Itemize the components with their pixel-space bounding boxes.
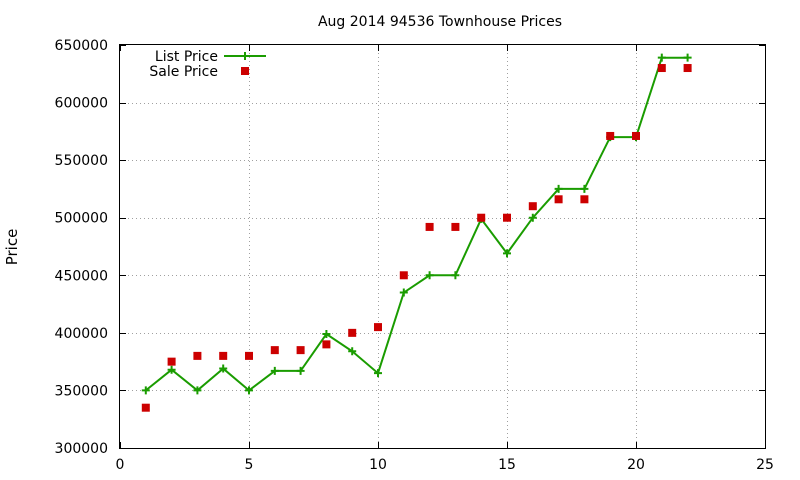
legend-label: Sale Price [149, 64, 218, 80]
x-tick-label: 10 [369, 457, 387, 473]
data-point [528, 202, 537, 211]
data-point [193, 351, 202, 360]
data-point [580, 184, 589, 193]
x-tick-label: 20 [627, 457, 645, 473]
data-point [245, 386, 253, 395]
series-list-price [141, 53, 692, 395]
chart-title: Aug 2014 94536 Townhouse Prices [318, 14, 562, 30]
x-tick-label: 25 [756, 457, 774, 473]
x-tick-label: 0 [116, 457, 125, 473]
y-tick-label: 650000 [55, 38, 108, 54]
data-point [554, 184, 563, 193]
data-point [374, 369, 382, 378]
data-point [348, 328, 357, 337]
data-point [606, 131, 615, 140]
data-point [425, 271, 434, 280]
data-point [296, 346, 305, 355]
legend-label: List Price [155, 49, 218, 65]
series-line [145, 56, 688, 392]
data-point [245, 351, 253, 360]
data-point [296, 366, 305, 375]
data-point [657, 53, 666, 62]
data-point [167, 357, 176, 366]
y-tick-label: 350000 [55, 383, 108, 399]
data-point [657, 64, 666, 73]
y-tick-label: 300000 [55, 441, 108, 457]
data-point [477, 213, 486, 222]
data-point [141, 403, 150, 412]
data-point [580, 195, 589, 204]
data-point [399, 288, 408, 297]
y-tick-label: 550000 [55, 153, 108, 169]
data-point [167, 365, 176, 374]
data-point [374, 323, 382, 332]
x-tick-label: 15 [498, 457, 516, 473]
data-point [219, 351, 228, 360]
series-sale-price [141, 64, 692, 412]
data-point [451, 271, 460, 280]
legend-swatch-marker [241, 52, 249, 60]
data-point [270, 346, 279, 355]
data-point [554, 195, 563, 204]
data-point [322, 330, 331, 339]
data-point [683, 53, 692, 62]
axis-ticks: 0 5 10 15 20 25 300000 350000 400000 450000 500000… [55, 38, 774, 473]
data-point [399, 271, 408, 280]
data-point [141, 386, 150, 395]
legend-swatch [241, 67, 249, 75]
data-point [425, 222, 434, 231]
plot-frame [119, 44, 766, 449]
y-tick-label: 500000 [55, 211, 108, 227]
grid-lines [120, 45, 765, 448]
data-point [528, 213, 537, 222]
y-axis-label: Price [3, 229, 21, 266]
data-point [193, 386, 202, 395]
data-series [141, 53, 692, 412]
data-point [632, 131, 640, 140]
data-point [503, 249, 511, 258]
data-point [270, 366, 279, 375]
y-tick-label: 450000 [55, 268, 108, 284]
data-point [219, 364, 228, 373]
y-tick-label: 400000 [55, 326, 108, 342]
y-tick-label: 600000 [55, 96, 108, 112]
data-point [322, 340, 331, 349]
x-tick-label: 5 [245, 457, 254, 473]
data-point [503, 213, 511, 222]
data-point [348, 347, 357, 356]
data-point [683, 64, 692, 73]
data-point [451, 222, 460, 231]
